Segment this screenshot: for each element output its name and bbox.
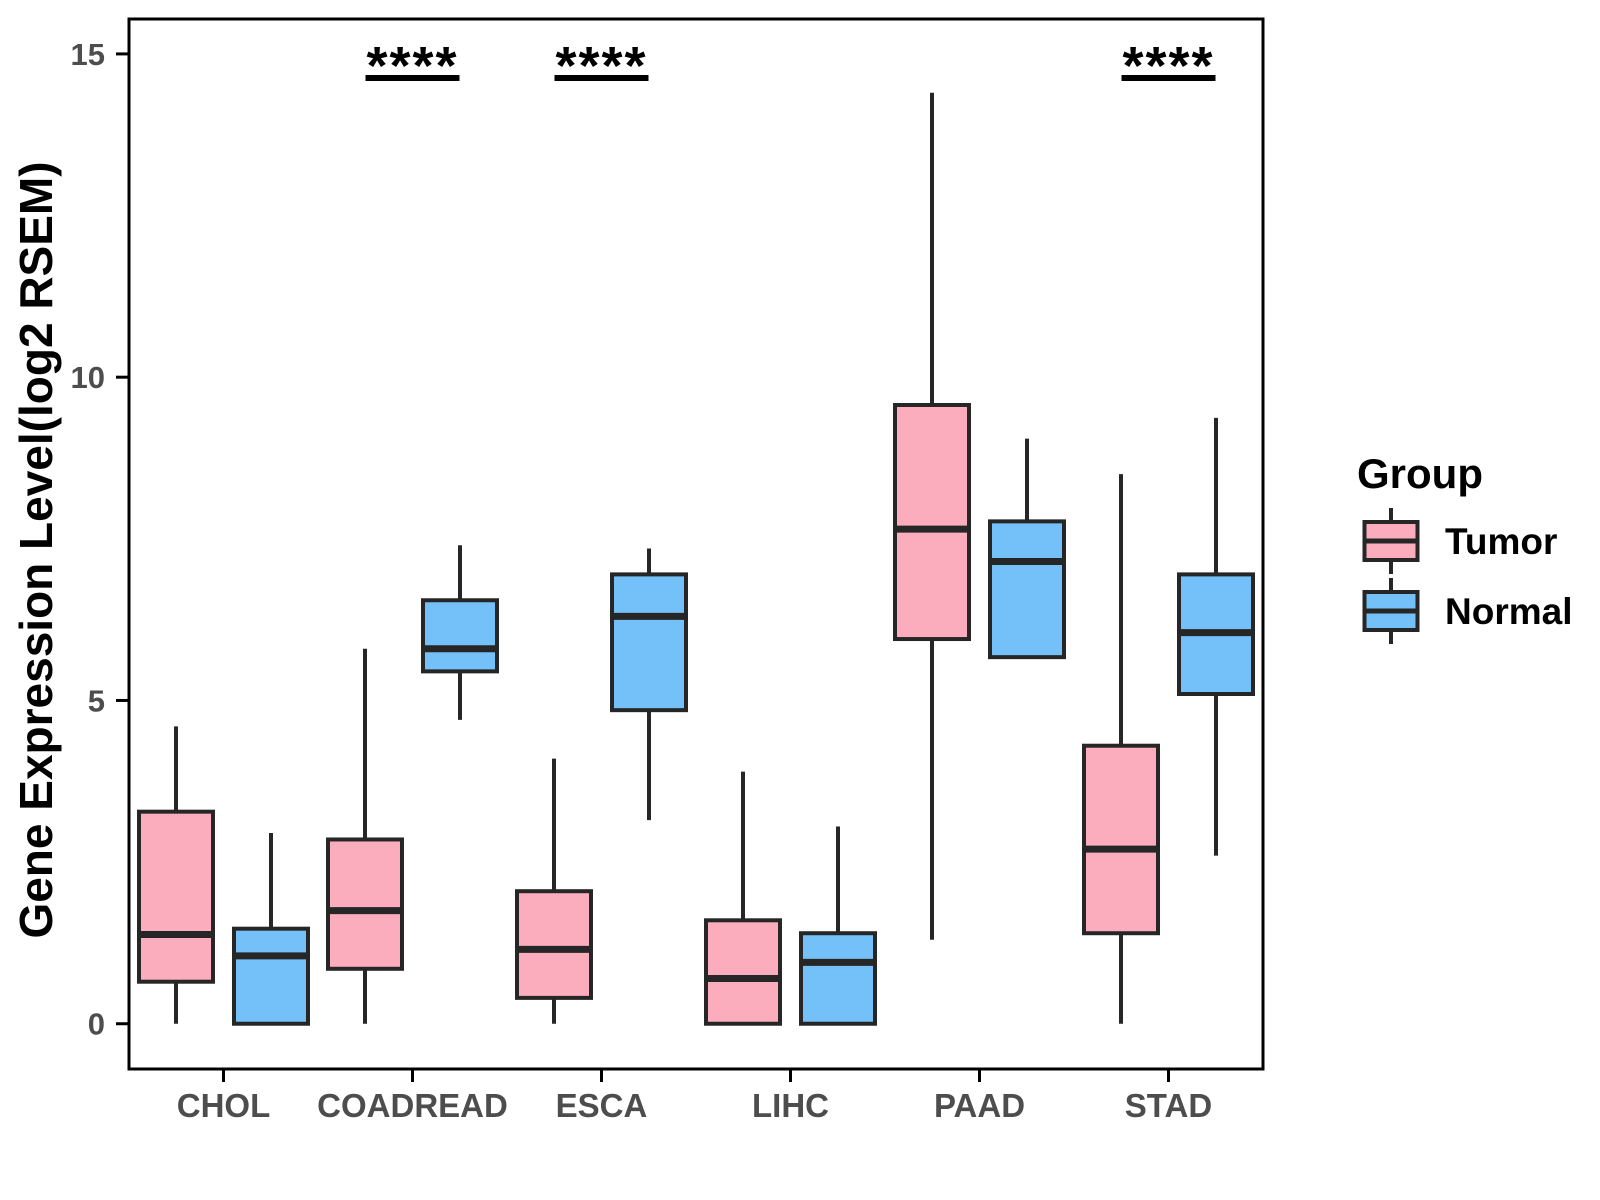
legend-title: Group <box>1357 450 1483 497</box>
x-tick-label-PAAD: PAAD <box>934 1087 1025 1124</box>
x-tick-label-COADREAD: COADREAD <box>317 1087 508 1124</box>
legend-label-Tumor: Tumor <box>1445 521 1557 562</box>
y-tick-label-0: 0 <box>88 1007 105 1042</box>
box-LIHC-Normal <box>799 931 877 1026</box>
y-tick-label-15: 15 <box>71 37 105 72</box>
box-COADREAD-Tumor <box>326 837 404 971</box>
y-tick-label-5: 5 <box>88 683 105 718</box>
box-ESCA-Normal <box>610 572 688 713</box>
box-CHOL-Normal <box>232 926 310 1026</box>
x-tick-label-LIHC: LIHC <box>752 1087 829 1124</box>
box-LIHC-Tumor <box>704 918 782 1026</box>
box-PAAD-Tumor <box>893 402 971 642</box>
box-PAAD-Normal <box>988 519 1066 660</box>
panel-border <box>127 17 1265 1071</box>
y-tick-label-10: 10 <box>71 360 105 395</box>
x-tick-label-ESCA: ESCA <box>556 1087 648 1124</box>
significance-stars-COADREAD: **** <box>366 36 458 96</box>
x-tick-label-CHOL: CHOL <box>177 1087 271 1124</box>
x-tick-label-STAD: STAD <box>1125 1087 1212 1124</box>
box-CHOL-Tumor <box>137 809 215 984</box>
legend-label-Normal: Normal <box>1445 591 1572 632</box>
box-STAD-Tumor <box>1082 743 1160 936</box>
box-ESCA-Tumor <box>515 889 593 1000</box>
significance-stars-ESCA: **** <box>555 36 647 96</box>
significance-stars-STAD: **** <box>1122 36 1214 96</box>
box-COADREAD-Normal <box>421 598 499 674</box>
y-axis-title: Gene Expression Level(log2 RSEM) <box>10 161 62 939</box>
